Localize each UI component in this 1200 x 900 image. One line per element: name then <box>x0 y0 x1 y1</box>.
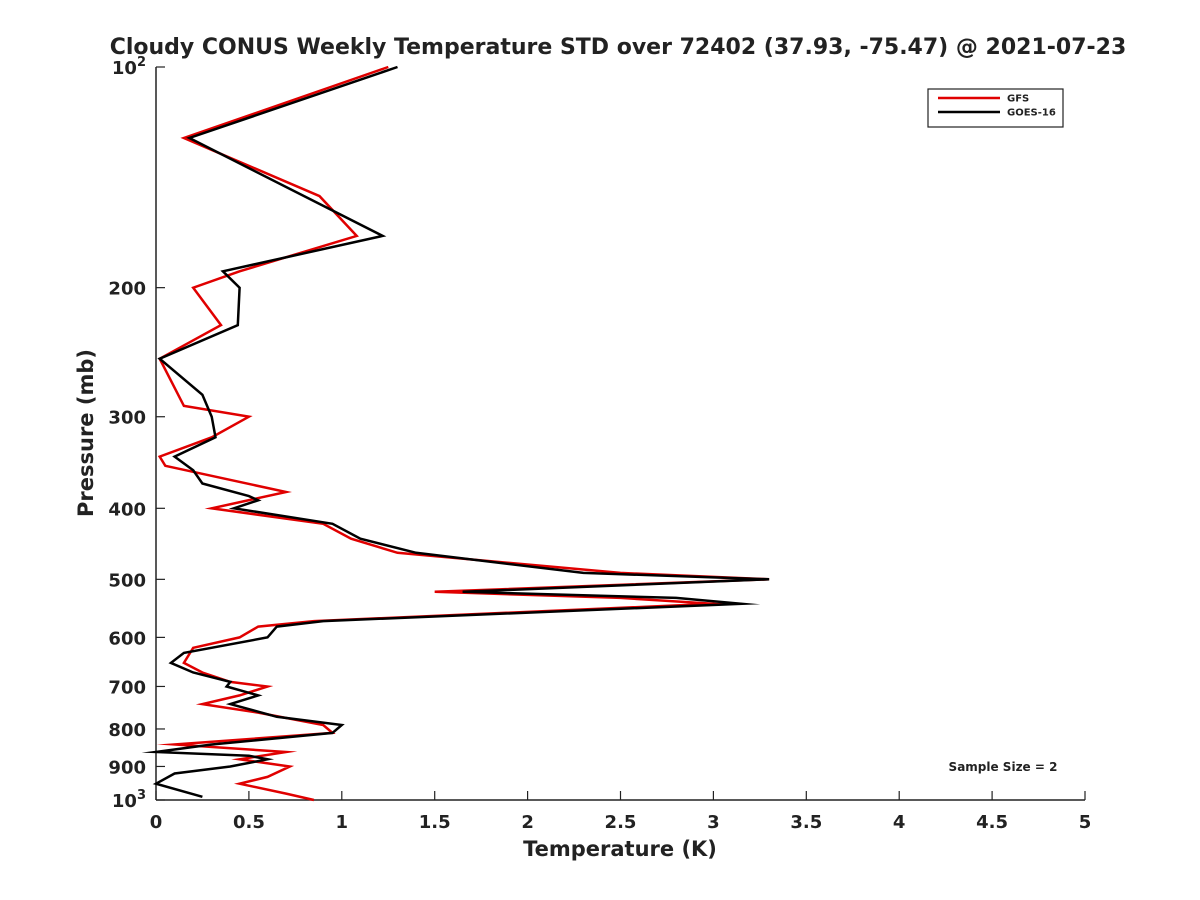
x-tick-label: 0.5 <box>233 812 265 833</box>
x-tick-label: 3 <box>707 812 720 833</box>
x-axis-label: Temperature (K) <box>523 837 717 861</box>
x-tick-label: 1 <box>336 812 349 833</box>
x-tick-label: 4.5 <box>976 812 1008 833</box>
x-tick-label: 3.5 <box>790 812 822 833</box>
legend-box <box>927 88 1064 128</box>
y-tick-label: 400 <box>108 499 146 520</box>
y-tick-label: 500 <box>108 570 146 591</box>
y-axis-label: Pressure (mb) <box>74 349 98 517</box>
y-tick-label: 200 <box>108 279 146 300</box>
series-line-gfs <box>156 65 770 802</box>
y-tick-label: 800 <box>108 720 146 741</box>
chart-title: Cloudy CONUS Weekly Temperature STD over… <box>110 35 1127 60</box>
sample-size-annotation: Sample Size = 2 <box>949 760 1058 774</box>
y-tick-label: 102 <box>112 55 146 79</box>
x-tick-label: 0 <box>150 812 163 833</box>
legend-label-gfs: GFS <box>1007 94 1029 105</box>
y-tick-label: 300 <box>108 408 146 429</box>
y-tick-label: 700 <box>108 677 146 698</box>
series-line-goes-16 <box>141 65 770 799</box>
x-tick-label: 4 <box>893 812 906 833</box>
legend-label-goes-16: GOES-16 <box>1007 108 1056 119</box>
x-tick-label: 2 <box>521 812 534 833</box>
y-tick-label: 103 <box>112 788 146 812</box>
y-tick-label: 900 <box>108 757 146 778</box>
x-tick-label: 5 <box>1079 812 1092 833</box>
x-tick-label: 2.5 <box>605 812 637 833</box>
y-tick-label: 600 <box>108 628 146 649</box>
x-tick-label: 1.5 <box>419 812 451 833</box>
